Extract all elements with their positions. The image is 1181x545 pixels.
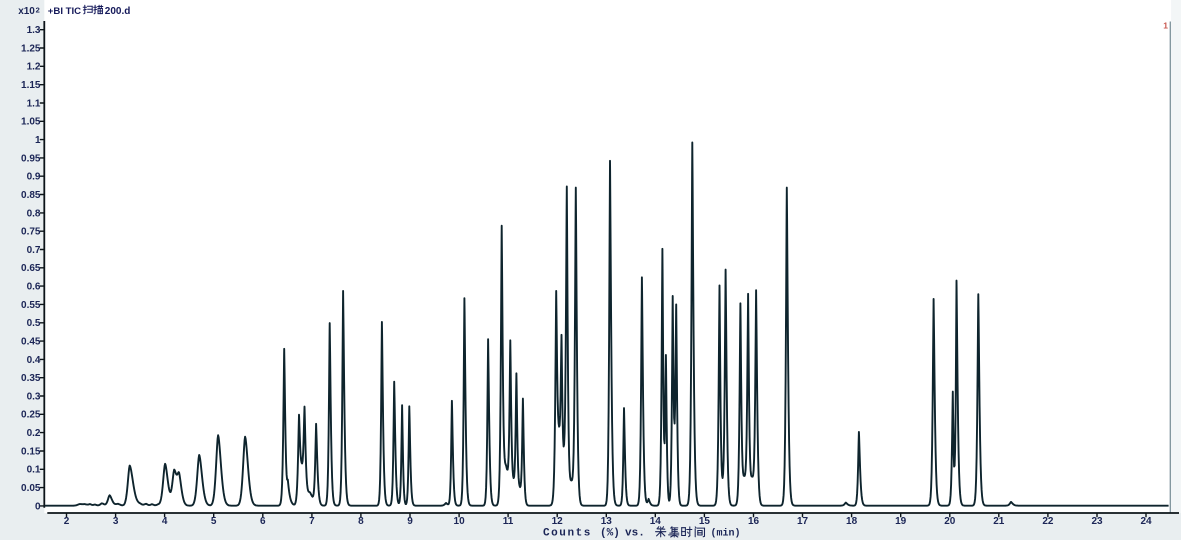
svg-text:16: 16 — [748, 516, 760, 527]
svg-text:0.95: 0.95 — [21, 153, 41, 164]
svg-text:14: 14 — [650, 516, 662, 527]
svg-text:11: 11 — [503, 516, 514, 527]
svg-text:9: 9 — [407, 516, 413, 527]
svg-text:0.5: 0.5 — [27, 318, 41, 329]
svg-text:0.3: 0.3 — [27, 391, 41, 402]
svg-text:0.1: 0.1 — [27, 465, 41, 476]
svg-text:200.d: 200.d — [105, 6, 131, 17]
svg-text:0.9: 0.9 — [27, 172, 41, 183]
svg-text:0.7: 0.7 — [27, 245, 41, 256]
svg-text:7: 7 — [309, 516, 315, 527]
svg-text:0.4: 0.4 — [27, 355, 41, 366]
svg-text:15: 15 — [699, 516, 711, 527]
svg-text:0.75: 0.75 — [21, 227, 41, 238]
svg-text:1.3: 1.3 — [27, 25, 41, 36]
svg-text:1.2: 1.2 — [27, 62, 41, 73]
svg-text:vs.: vs. — [625, 527, 645, 539]
svg-text:0.8: 0.8 — [27, 208, 41, 219]
svg-text:+BI TIC: +BI TIC — [48, 6, 81, 17]
svg-text:1.25: 1.25 — [21, 43, 41, 54]
svg-text:0.05: 0.05 — [21, 483, 41, 494]
svg-text:1: 1 — [1163, 21, 1168, 31]
svg-text:0.65: 0.65 — [21, 263, 41, 274]
svg-text:0.35: 0.35 — [21, 373, 41, 384]
svg-text:1.1: 1.1 — [27, 98, 41, 109]
svg-text:x10: x10 — [18, 6, 35, 17]
svg-text:0.6: 0.6 — [27, 282, 41, 293]
svg-text:0: 0 — [35, 501, 41, 512]
svg-text:0.85: 0.85 — [21, 190, 41, 201]
svg-text:21: 21 — [993, 516, 1005, 527]
svg-text:13: 13 — [601, 516, 613, 527]
svg-text:10: 10 — [454, 516, 466, 527]
svg-text:23: 23 — [1091, 516, 1103, 527]
svg-text:0.45: 0.45 — [21, 337, 41, 348]
svg-text:1: 1 — [35, 135, 41, 146]
svg-text:19: 19 — [895, 516, 907, 527]
svg-text:5: 5 — [211, 516, 217, 527]
svg-text:2: 2 — [36, 5, 40, 14]
svg-text:18: 18 — [846, 516, 858, 527]
svg-text:(min): (min) — [711, 527, 741, 539]
svg-text:8: 8 — [358, 516, 364, 527]
svg-text:(%): (%) — [600, 527, 620, 539]
svg-text:0.25: 0.25 — [21, 410, 41, 421]
svg-text:20: 20 — [944, 516, 956, 527]
svg-text:0.15: 0.15 — [21, 446, 41, 457]
svg-text:2: 2 — [64, 516, 70, 527]
svg-text:4: 4 — [162, 516, 168, 527]
svg-text:1.15: 1.15 — [21, 80, 41, 91]
svg-text:6: 6 — [260, 516, 266, 527]
svg-text:12: 12 — [552, 516, 564, 527]
svg-text:22: 22 — [1042, 516, 1054, 527]
svg-text:0.2: 0.2 — [27, 428, 41, 439]
svg-text:3: 3 — [113, 516, 119, 527]
svg-text:17: 17 — [797, 516, 809, 527]
svg-text:24: 24 — [1140, 516, 1152, 527]
svg-text:Counts: Counts — [543, 527, 592, 539]
svg-text:0.55: 0.55 — [21, 300, 41, 311]
svg-text:1.05: 1.05 — [21, 117, 41, 128]
